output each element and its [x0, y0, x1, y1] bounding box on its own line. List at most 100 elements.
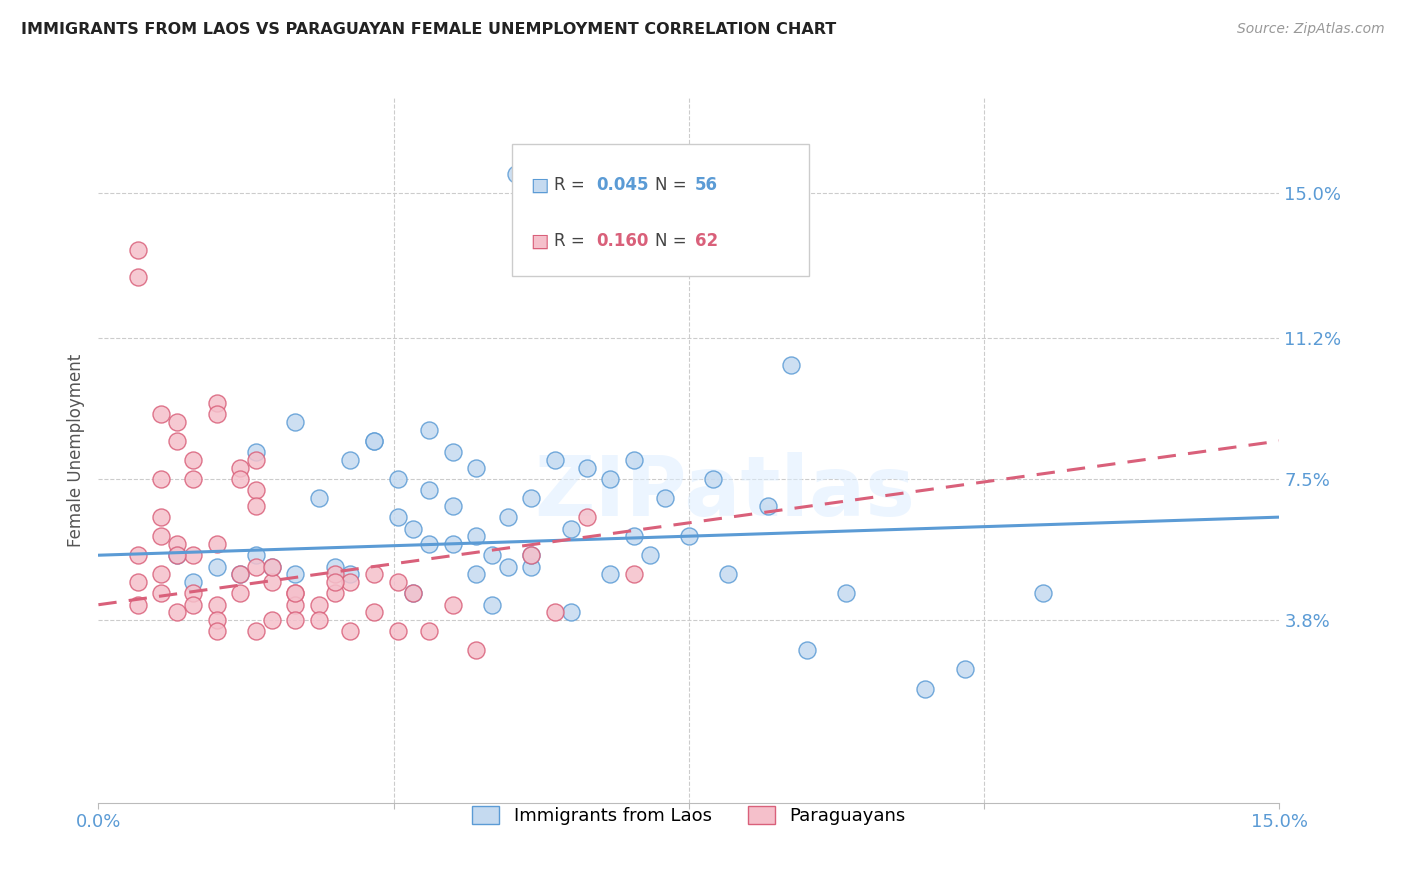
Point [387, 624, 409, 639]
Point [678, 529, 700, 543]
Point [387, 574, 409, 589]
Legend: Immigrants from Laos, Paraguayans: Immigrants from Laos, Paraguayans [465, 798, 912, 832]
Point [599, 567, 621, 582]
Point [260, 559, 283, 574]
Point [284, 567, 307, 582]
Text: 0.045: 0.045 [596, 177, 648, 194]
Point [418, 483, 440, 498]
Point [229, 460, 252, 475]
Point [387, 510, 409, 524]
Point [560, 605, 582, 619]
Point [780, 358, 803, 372]
Point [205, 396, 228, 410]
Point [339, 453, 361, 467]
Point [702, 472, 724, 486]
Point [520, 548, 543, 562]
Point [245, 453, 267, 467]
Point [229, 586, 252, 600]
Point [166, 434, 188, 448]
Point [638, 548, 661, 562]
Point [520, 491, 543, 505]
Point [339, 567, 361, 582]
Point [623, 567, 645, 582]
Text: Source: ZipAtlas.com: Source: ZipAtlas.com [1237, 22, 1385, 37]
Point [796, 643, 818, 657]
Point [150, 472, 173, 486]
Point [284, 598, 307, 612]
Point [181, 574, 204, 589]
Text: N =: N = [655, 177, 692, 194]
Text: 56: 56 [695, 177, 717, 194]
Point [127, 270, 149, 285]
Y-axis label: Female Unemployment: Female Unemployment [66, 354, 84, 547]
Point [245, 499, 267, 513]
Point [284, 586, 307, 600]
Point [181, 586, 204, 600]
Point [496, 510, 519, 524]
Point [205, 613, 228, 627]
Point [166, 548, 188, 562]
Point [284, 586, 307, 600]
Point [756, 499, 779, 513]
Text: □: □ [530, 176, 548, 194]
Point [205, 598, 228, 612]
Point [323, 567, 346, 582]
Text: □: □ [530, 231, 548, 251]
Point [150, 586, 173, 600]
Point [835, 586, 858, 600]
Point [205, 407, 228, 421]
Point [166, 605, 188, 619]
Point [465, 529, 488, 543]
Point [150, 407, 173, 421]
Point [402, 522, 425, 536]
Point [323, 559, 346, 574]
Point [205, 537, 228, 551]
Point [418, 423, 440, 437]
Text: IMMIGRANTS FROM LAOS VS PARAGUAYAN FEMALE UNEMPLOYMENT CORRELATION CHART: IMMIGRANTS FROM LAOS VS PARAGUAYAN FEMAL… [21, 22, 837, 37]
Text: R =: R = [554, 177, 591, 194]
Point [323, 574, 346, 589]
Point [245, 445, 267, 459]
Point [418, 537, 440, 551]
Point [1032, 586, 1054, 600]
Point [245, 483, 267, 498]
Point [127, 548, 149, 562]
Point [181, 453, 204, 467]
Point [150, 529, 173, 543]
Point [127, 244, 149, 258]
Point [260, 574, 283, 589]
Point [127, 598, 149, 612]
Point [481, 598, 503, 612]
Point [441, 445, 464, 459]
Point [599, 472, 621, 486]
Point [308, 598, 330, 612]
Point [308, 491, 330, 505]
Point [560, 522, 582, 536]
Point [465, 643, 488, 657]
Point [363, 434, 385, 448]
Point [441, 598, 464, 612]
Point [654, 491, 676, 505]
Point [575, 510, 598, 524]
Text: 62: 62 [695, 232, 718, 250]
Point [914, 681, 936, 696]
Point [245, 559, 267, 574]
Point [260, 613, 283, 627]
Point [481, 548, 503, 562]
Point [505, 167, 527, 181]
Point [205, 624, 228, 639]
Point [465, 460, 488, 475]
Point [229, 472, 252, 486]
Point [363, 567, 385, 582]
Text: ZIPatlas: ZIPatlas [534, 452, 915, 533]
Text: ■: ■ [530, 231, 548, 251]
Point [520, 559, 543, 574]
Point [166, 548, 188, 562]
Point [953, 663, 976, 677]
Point [260, 559, 283, 574]
Point [308, 613, 330, 627]
Point [441, 499, 464, 513]
Point [339, 624, 361, 639]
Point [402, 586, 425, 600]
Point [418, 624, 440, 639]
